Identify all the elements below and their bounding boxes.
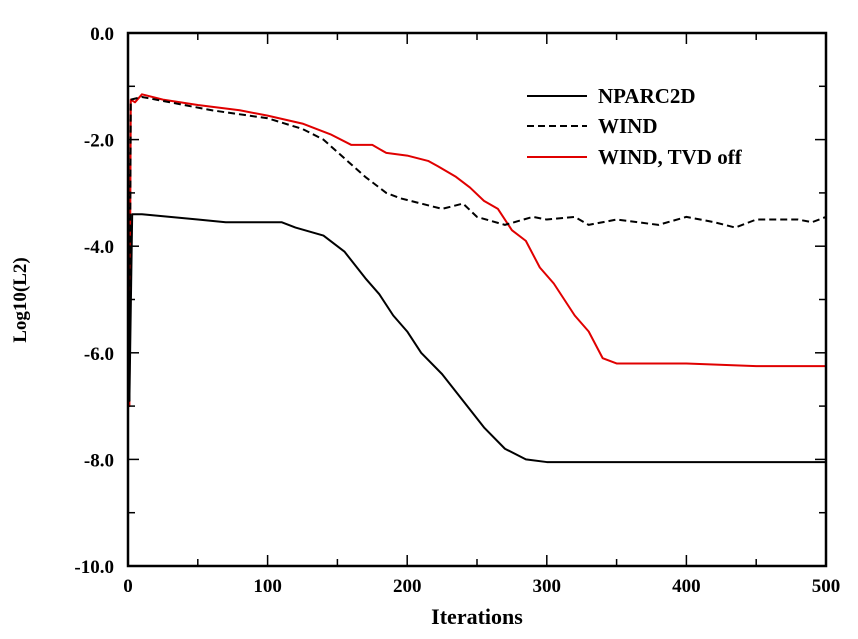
y-tick-label: -8.0	[84, 450, 114, 471]
axis-ticks	[127, 32, 827, 567]
legend-label-wind-tvd-off: WIND, TVD off	[598, 145, 743, 169]
x-tick-label: 200	[393, 576, 422, 597]
legend-label-nparc2d: NPARC2D	[598, 84, 696, 108]
y-tick-label: 0.0	[90, 24, 114, 45]
x-tick-label: 400	[672, 576, 701, 597]
series-line-wind	[127, 95, 827, 402]
x-tick-label: 500	[812, 576, 841, 597]
legend-label-wind: WIND	[598, 114, 658, 138]
y-tick-label: -2.0	[84, 131, 114, 152]
x-tick-labels: 0 100 200 300 400 500	[123, 576, 840, 597]
y-tick-label: -4.0	[84, 237, 114, 258]
x-tick-label: 300	[533, 576, 562, 597]
legend: NPARC2D WIND WIND, TVD off	[527, 84, 743, 169]
plot-marks	[127, 93, 827, 464]
y-tick-label: -10.0	[74, 557, 114, 578]
y-tick-label: -6.0	[84, 344, 114, 365]
x-axis-label: Iterations	[431, 604, 523, 629]
series-line-wind-tvd-off	[127, 93, 826, 408]
y-axis-label: Log10(L2)	[10, 257, 31, 343]
x-tick-label: 0	[123, 576, 133, 597]
series-line-nparc2d	[127, 208, 826, 464]
y-tick-labels: 0.0 -2.0 -4.0 -6.0 -8.0 -10.0	[74, 24, 114, 578]
x-tick-label: 100	[253, 576, 282, 597]
